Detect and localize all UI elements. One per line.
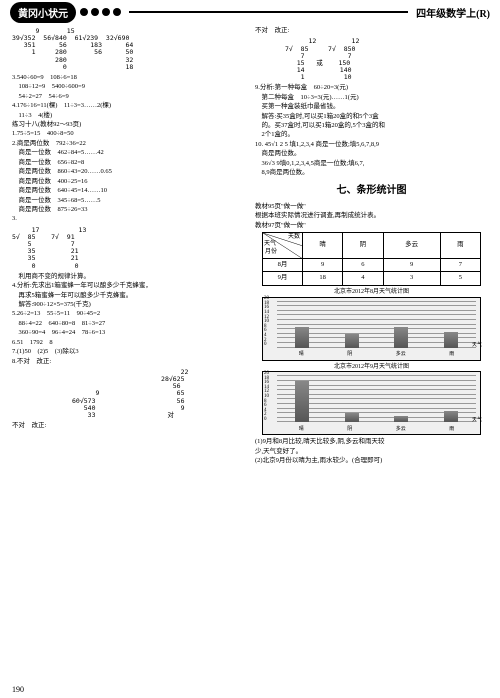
text: 第二种每盒 10÷3=3(元)……1(元) (255, 94, 488, 102)
text: 商是两位数 640÷45=14……10 (12, 187, 245, 195)
text: 利用商不变的规律计算。 (12, 273, 245, 281)
text: 1.75÷5=15 400÷8=50 (12, 130, 245, 138)
text: 4.176÷16=11(棵) 11÷3=3……2(棵) (12, 102, 245, 110)
text: 5.26÷2=13 55÷5=11 90÷45=2 (12, 310, 245, 318)
division-block-1: 9 15 39√352 56√840 61√239 32√690 351 56 … (12, 28, 133, 71)
col-header: 阴 (343, 232, 383, 258)
text: 解答:买35盒时,可以买1箱20盒的和5个3盒 (255, 113, 488, 121)
text: 商是两位数 875÷26=33 (12, 206, 245, 214)
text: 8.不对 改正: (12, 358, 245, 366)
text: 3. (12, 215, 245, 223)
text: 练习十八(教材92～93页) (12, 121, 245, 129)
text: 11÷3 4(楼) (12, 112, 245, 120)
text: 2个1盒的。 (255, 131, 488, 139)
text: 360÷90=4 96÷4=24 78÷6=13 (12, 329, 245, 337)
bar-chart-sep: 天数 北京市2012年9月天气统计图 02468101214161820晴阴多云… (262, 364, 481, 436)
table-diag-header: 天数 天气 月份 (262, 232, 302, 258)
text: 少,天气变好了。 (255, 448, 488, 456)
text: 54÷2=27 54÷6=9 (12, 93, 245, 101)
text: 3.540÷60=9 108÷6=18 (12, 74, 245, 82)
division-block-4: 22 28√625 56 65 56 9 对 (161, 369, 188, 419)
bar-chart-aug: 天数 北京市2012年8月天气统计图 02468101214161820晴阴多云… (262, 289, 481, 361)
col-header: 雨 (440, 232, 480, 258)
text: 36√3 9填0,1,2,3,4,5商是一位数;填6,7, (255, 160, 488, 168)
text: 教材97页"做一做" (255, 222, 488, 230)
text: 6.51 1792 8 (12, 339, 245, 347)
text: 8,9商是两位数。 (255, 169, 488, 177)
text: (2)北京9月份以晴为主,雨水较少。(合理即可) (255, 457, 488, 465)
header-subject: 四年级数学上(R) (416, 5, 490, 20)
division-block-2: 17 13 5√ 85 7√ 91 5 7 35 21 35 21 0 0 (12, 227, 86, 270)
weather-table: 天数 天气 月份 晴 阴 多云 雨 8月9697 9月18435 (262, 232, 481, 286)
text: 商是两位数 400÷25=16 (12, 178, 245, 186)
section-title: 七、条形统计图 (255, 184, 488, 197)
page-number: 190 (12, 685, 24, 694)
table-row: 8月9697 (262, 258, 480, 271)
text: 商是一位数 462÷84=5……42 (12, 149, 245, 157)
text: 买第一种盒装纸巾最省钱。 (255, 103, 488, 111)
division-block-3: 9 60√573 540 33 (72, 390, 99, 419)
text: 7.(1)50 (2)5 (3)除以3 (12, 348, 245, 356)
text: 解答:900÷12×5=375(千克) (12, 301, 245, 309)
col-header: 晴 (302, 232, 342, 258)
text: 2.商是两位数 792÷36=22 (12, 140, 245, 148)
text: (1)9月和8月比较,晴天比较多,阴,多云和雨天较 (255, 438, 488, 446)
text: 商是一位数 345÷68=5……5 (12, 197, 245, 205)
left-column: 9 15 39√352 56√840 61√239 32√690 351 56 … (12, 26, 245, 467)
text: 不对 改正: (12, 422, 245, 430)
table-row: 9月18435 (262, 272, 480, 285)
header-line (129, 11, 408, 13)
text: 10. 45√1 2 5 填1,2,3,4 商是一位数;填5,6,7,8,9 (255, 141, 488, 149)
text: 4.分析:先求出1箱蜜蜂一年可以酿多少千克蜂蜜， (12, 282, 245, 290)
text: 的。买37盒时,可以买1箱20盒的,5个3盒的和 (255, 122, 488, 130)
text: 根据本班实际情况进行调查,再制成统计表。 (255, 212, 488, 220)
division-block-5: 12 12 7√ 85 7√ 850 7 7 15 或 150 14 140 1… (285, 38, 359, 81)
text: 商是两位数 860÷43=20……0.65 (12, 168, 245, 176)
col-header: 多云 (383, 232, 440, 258)
text: 教材95页"做一做" (255, 203, 488, 211)
brand-badge: 黄冈小状元 (10, 2, 76, 23)
text: 不对 改正: (255, 27, 488, 35)
text: 108÷12=9 5400÷600=9 (12, 83, 245, 91)
right-column: 不对 改正: 12 12 7√ 85 7√ 850 7 7 15 或 150 1… (255, 26, 488, 467)
text: 商是一位数 656÷82=8 (12, 159, 245, 167)
text: 88÷4=22 640÷80=8 81÷3=27 (12, 320, 245, 328)
decor-dots (80, 8, 121, 16)
text: 再求5箱蜜蜂一年可以酿多少千克蜂蜜。 (12, 292, 245, 300)
text: 9.分析:第一种每盒 60÷20=3(元) (255, 84, 488, 92)
text: 商是两位数。 (255, 150, 488, 158)
